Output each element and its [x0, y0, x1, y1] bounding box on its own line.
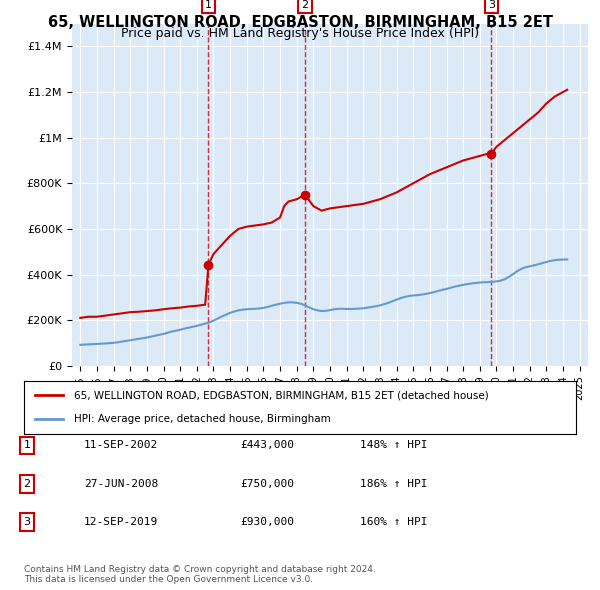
Text: £930,000: £930,000	[240, 517, 294, 527]
Text: Contains HM Land Registry data © Crown copyright and database right 2024.
This d: Contains HM Land Registry data © Crown c…	[24, 565, 376, 584]
Text: 65, WELLINGTON ROAD, EDGBASTON, BIRMINGHAM, B15 2ET: 65, WELLINGTON ROAD, EDGBASTON, BIRMINGH…	[47, 15, 553, 30]
Text: 12-SEP-2019: 12-SEP-2019	[84, 517, 158, 527]
Text: 148% ↑ HPI: 148% ↑ HPI	[360, 441, 427, 450]
Text: 2: 2	[23, 479, 31, 489]
Text: 1: 1	[205, 0, 212, 10]
Text: 186% ↑ HPI: 186% ↑ HPI	[360, 479, 427, 489]
Text: £443,000: £443,000	[240, 441, 294, 450]
Text: £750,000: £750,000	[240, 479, 294, 489]
Text: 2: 2	[301, 0, 308, 10]
Text: 65, WELLINGTON ROAD, EDGBASTON, BIRMINGHAM, B15 2ET (detached house): 65, WELLINGTON ROAD, EDGBASTON, BIRMINGH…	[74, 391, 488, 401]
Text: 3: 3	[23, 517, 31, 527]
Text: Price paid vs. HM Land Registry's House Price Index (HPI): Price paid vs. HM Land Registry's House …	[121, 27, 479, 40]
Text: 11-SEP-2002: 11-SEP-2002	[84, 441, 158, 450]
Text: 160% ↑ HPI: 160% ↑ HPI	[360, 517, 427, 527]
Text: HPI: Average price, detached house, Birmingham: HPI: Average price, detached house, Birm…	[74, 414, 331, 424]
Text: 3: 3	[488, 0, 495, 10]
Text: 27-JUN-2008: 27-JUN-2008	[84, 479, 158, 489]
Text: 1: 1	[23, 441, 31, 450]
